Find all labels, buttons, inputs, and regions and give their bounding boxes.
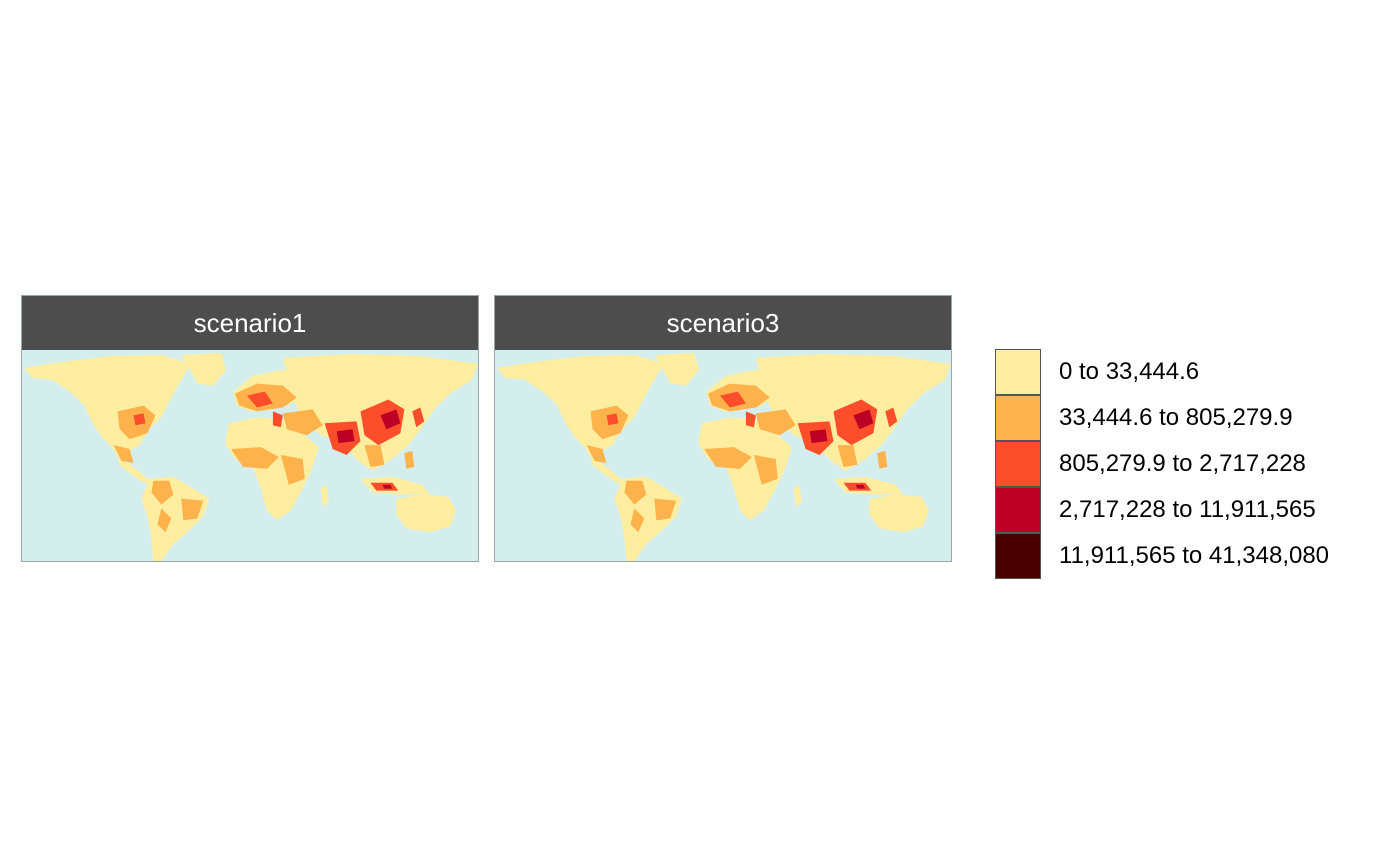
legend-swatch	[995, 395, 1041, 441]
legend-label: 0 to 33,444.6	[1059, 358, 1200, 385]
panel-title: scenario1	[22, 296, 478, 350]
legend-swatch	[995, 441, 1041, 487]
legend-label: 33,444.6 to 805,279.9	[1059, 404, 1293, 431]
world-map-svg	[22, 350, 478, 561]
map-legend: 0 to 33,444.6 33,444.6 to 805,279.9 805,…	[995, 349, 1329, 579]
legend-label: 2,717,228 to 11,911,565	[1059, 496, 1316, 523]
legend-item: 2,717,228 to 11,911,565	[995, 487, 1329, 533]
legend-label: 11,911,565 to 41,348,080	[1059, 542, 1330, 569]
legend-swatch	[995, 533, 1041, 579]
world-map-svg	[495, 350, 951, 561]
density-hotspots	[586, 383, 898, 533]
legend-swatch	[995, 487, 1041, 533]
world-map	[22, 350, 478, 561]
map-panel-scenario3: scenario3	[494, 295, 952, 562]
world-map	[495, 350, 951, 561]
map-panel-scenario1: scenario1	[21, 295, 479, 562]
legend-item: 0 to 33,444.6	[995, 349, 1329, 395]
legend-swatch	[995, 349, 1041, 395]
panel-title: scenario3	[495, 296, 951, 350]
legend-item: 11,911,565 to 41,348,080	[995, 533, 1329, 579]
legend-item: 805,279.9 to 2,717,228	[995, 441, 1329, 487]
density-hotspots	[113, 383, 425, 533]
legend-label: 805,279.9 to 2,717,228	[1059, 450, 1306, 477]
legend-item: 33,444.6 to 805,279.9	[995, 395, 1329, 441]
